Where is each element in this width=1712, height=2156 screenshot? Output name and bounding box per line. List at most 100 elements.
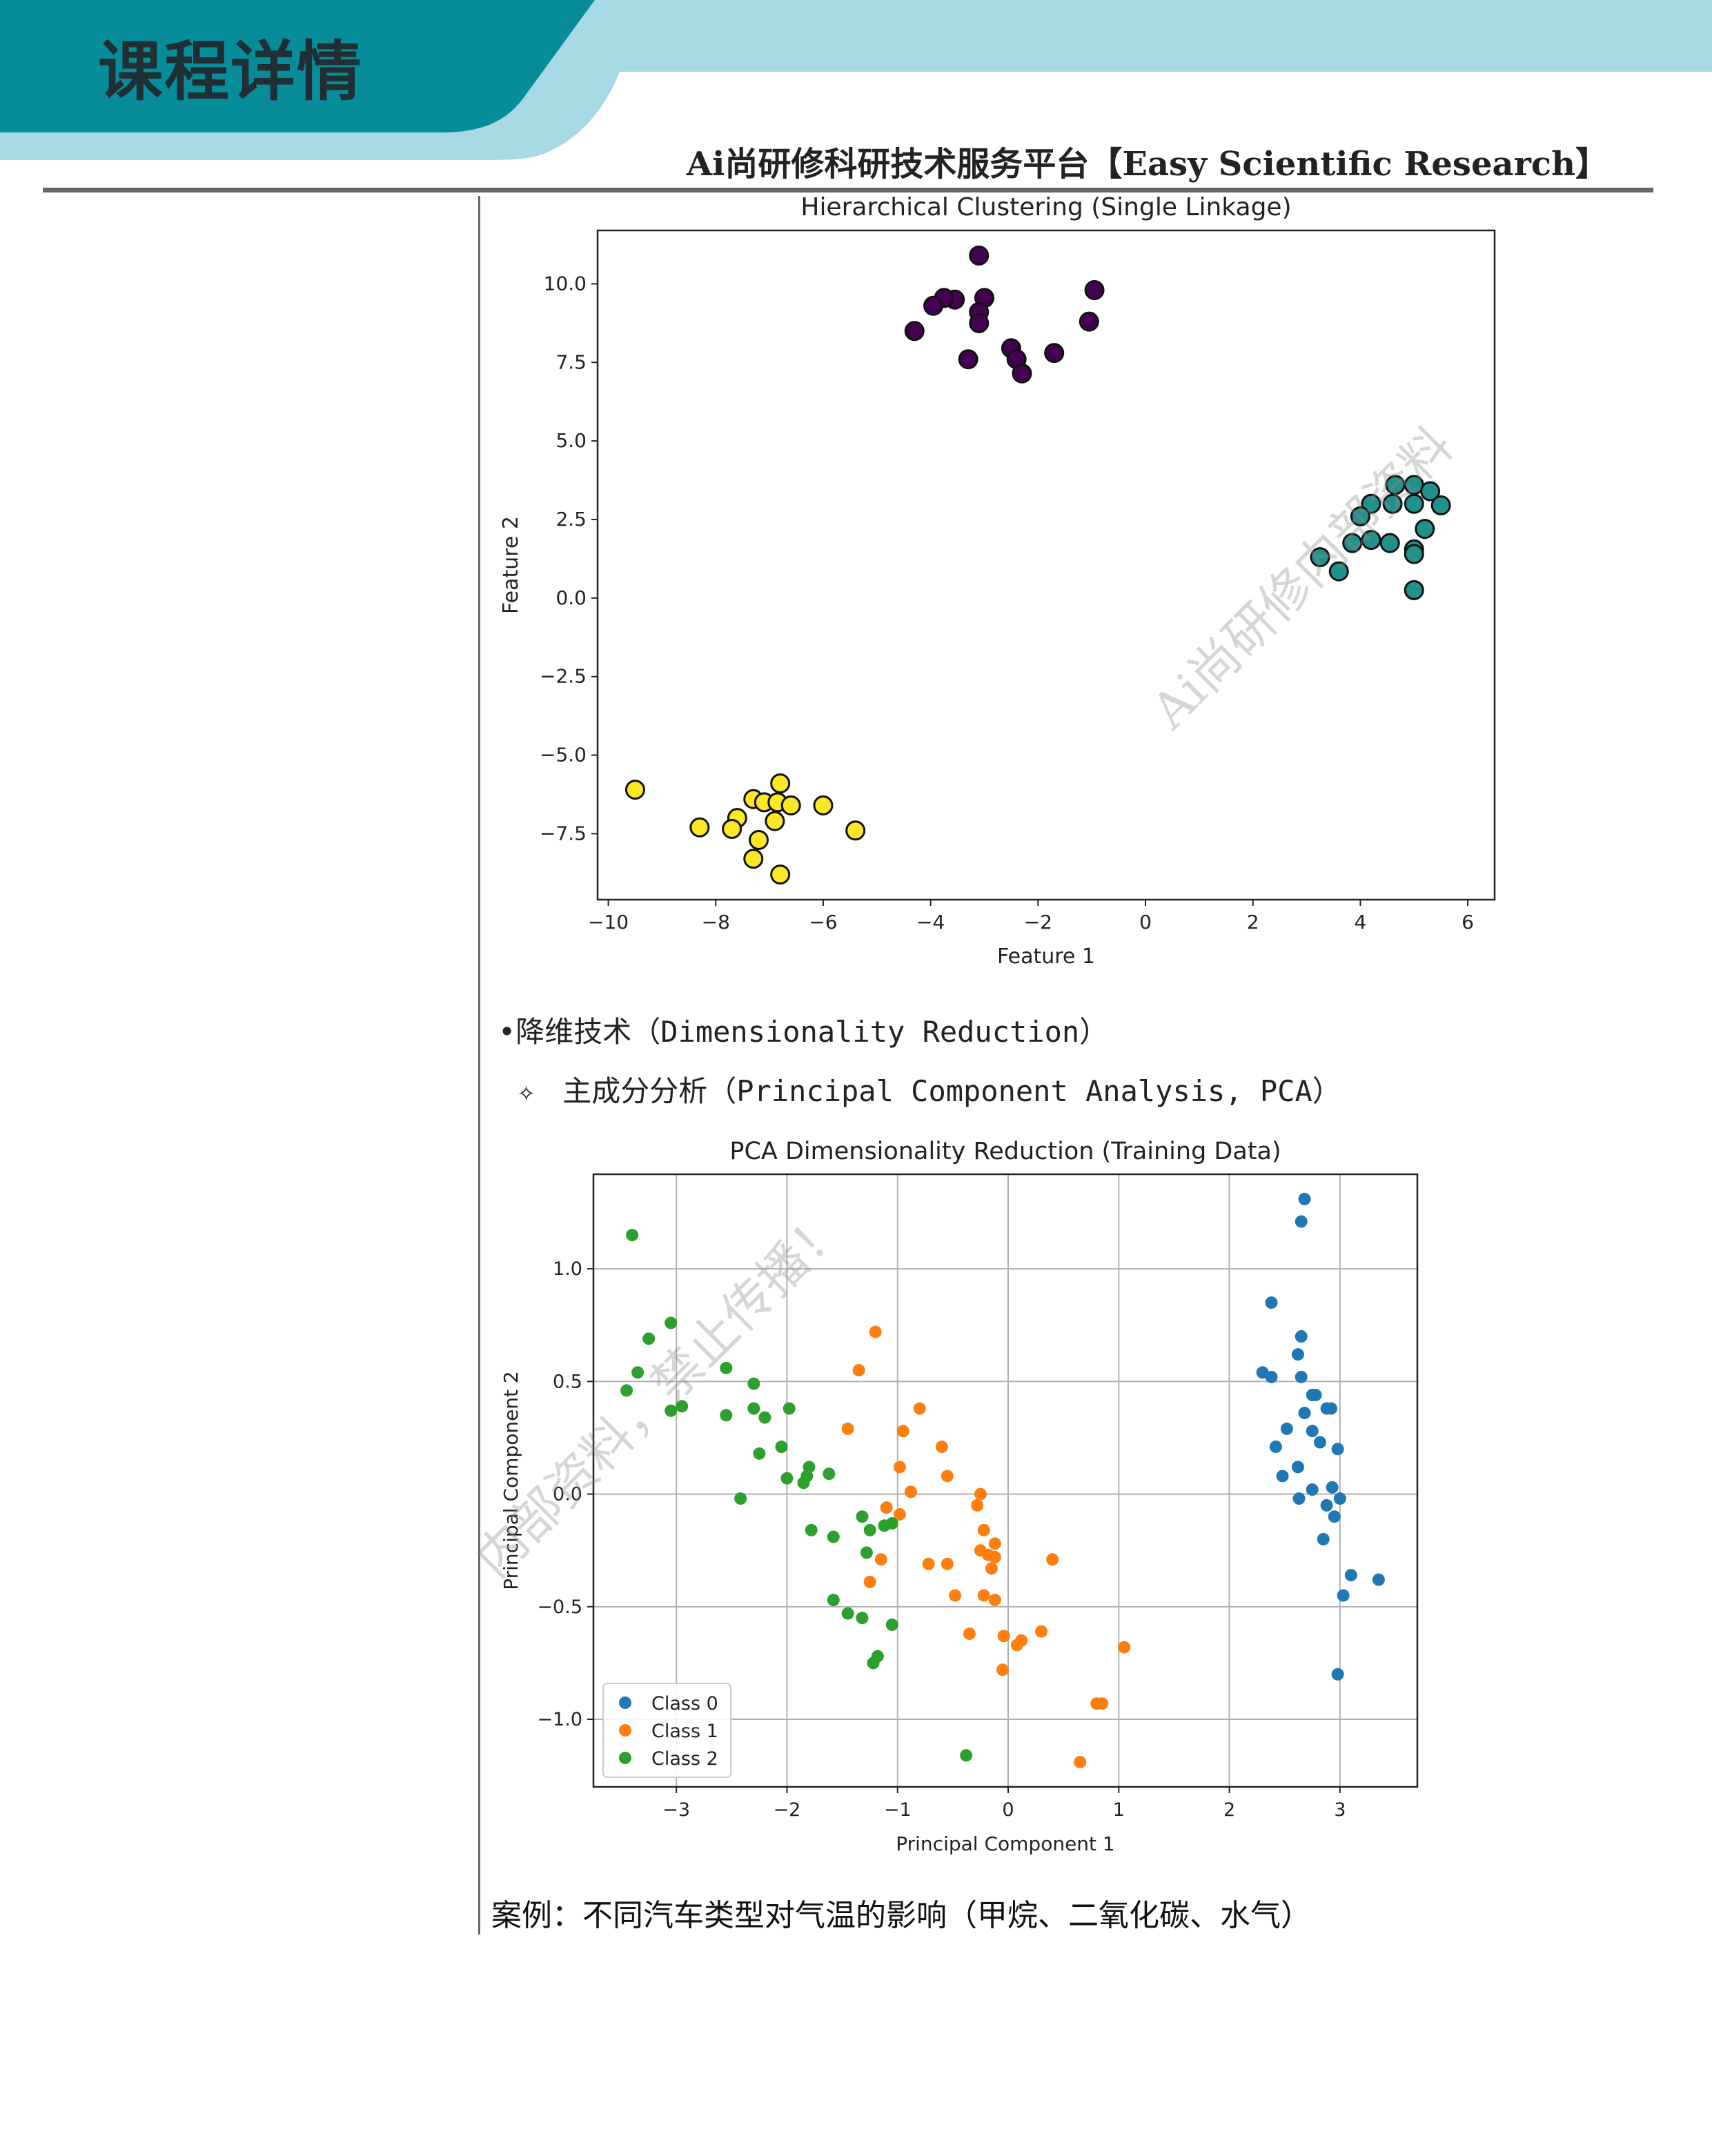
pca-legend-label: Class 1 [651, 1721, 718, 1742]
pca-point-series-2 [885, 1517, 898, 1530]
pca-point-series-1 [963, 1628, 976, 1640]
hc-xtick-label: 6 [1462, 911, 1474, 933]
hc-point-series-2 [845, 820, 866, 841]
pca-xtick-label: 0 [1002, 1799, 1014, 1821]
hc-title: Hierarchical Clustering (Single Linkage) [800, 193, 1291, 221]
pca-point-series-2 [720, 1409, 733, 1422]
pca-point-series-1 [893, 1507, 906, 1521]
pca-legend-marker [619, 1752, 631, 1764]
pca-point-series-2 [775, 1441, 788, 1454]
hc-point-series-1 [1350, 506, 1370, 526]
pca-point-series-0 [1333, 1492, 1346, 1505]
hc-point-series-2 [624, 780, 645, 800]
pca-point-series-2 [863, 1523, 876, 1536]
pca-point-series-1 [841, 1422, 854, 1435]
pca-point-series-0 [1280, 1422, 1293, 1435]
hc-point-series-2 [770, 773, 791, 794]
hc-point-series-1 [1310, 547, 1330, 568]
hc-xtick-label: −4 [916, 911, 945, 933]
pca-point-series-2 [860, 1546, 873, 1559]
hc-point-series-1 [1404, 493, 1424, 514]
hc-xtick-label: 4 [1354, 911, 1366, 933]
hc-point-series-1 [1404, 580, 1424, 600]
header-divider [43, 188, 1653, 192]
pca-point-series-1 [985, 1562, 998, 1575]
hc-xtick-label: −8 [702, 911, 730, 933]
pca-point-series-1 [1046, 1553, 1059, 1566]
pca-point-series-0 [1295, 1330, 1308, 1343]
pca-point-series-1 [869, 1325, 882, 1338]
hc-point-series-0 [923, 295, 944, 316]
pca-point-series-2 [747, 1402, 760, 1415]
hc-point-series-0 [969, 245, 990, 266]
pca-point-series-1 [996, 1663, 1009, 1677]
pca-point-series-2 [747, 1377, 760, 1390]
hc-point-series-1 [1430, 495, 1451, 515]
pca-point-series-0 [1295, 1215, 1308, 1228]
pca-point-series-1 [1074, 1756, 1087, 1769]
hc-point-series-0 [958, 349, 978, 370]
hc-ytick-label: −5.0 [540, 744, 587, 767]
pca-point-series-0 [1292, 1492, 1306, 1505]
pca-point-series-1 [874, 1553, 887, 1566]
hc-point-series-1 [1328, 561, 1349, 582]
pca-xtick-label: 2 [1223, 1799, 1235, 1821]
pca-point-series-1 [1090, 1697, 1103, 1710]
pca-point-series-0 [1320, 1499, 1333, 1512]
pca-point-series-1 [971, 1499, 984, 1512]
pca-xtick-label: 3 [1334, 1799, 1346, 1821]
pca-point-series-2 [780, 1472, 794, 1485]
pca-point-series-2 [856, 1510, 869, 1523]
hc-plot-frame [596, 229, 1496, 901]
header-subtitle: Ai尚研修科研技术服务平台【Easy Scientific Research】 [686, 145, 1608, 184]
page-title: 课程详情 [98, 34, 364, 110]
pca-point-series-2 [620, 1384, 633, 1397]
pca-point-series-0 [1291, 1348, 1304, 1361]
pca-point-series-0 [1337, 1589, 1350, 1602]
hc-xtick-label: 2 [1247, 911, 1259, 933]
hc-point-series-1 [1361, 530, 1381, 551]
pca-point-series-1 [941, 1557, 954, 1570]
hc-point-series-1 [1420, 481, 1441, 502]
pca-point-series-0 [1269, 1441, 1282, 1454]
sub-bullet-pca-label: 主成分分析（Principal Component Analysis, PCA） [562, 1074, 1341, 1108]
hc-xtick-label: −10 [588, 911, 629, 933]
header-banner [0, 0, 1712, 160]
pca-point-series-2 [856, 1612, 869, 1625]
case-caption: 案例：不同汽车类型对气温的影响（甲烷、二氧化碳、水气） [491, 1898, 1311, 1933]
pca-point-series-1 [896, 1425, 909, 1438]
pca-point-series-0 [1313, 1436, 1326, 1449]
pca-xlabel: Principal Component 1 [896, 1832, 1115, 1855]
pca-point-series-2 [805, 1523, 818, 1536]
pca-ytick-label: 1.0 [553, 1258, 582, 1280]
hc-point-series-2 [749, 829, 769, 850]
pca-point-series-1 [904, 1485, 917, 1499]
hc-xtick-label: 0 [1139, 911, 1152, 933]
hc-point-series-1 [1382, 493, 1403, 514]
pca-xtick-label: −3 [662, 1799, 690, 1821]
pca-ytick-label: −0.5 [537, 1596, 582, 1618]
pca-point-series-1 [977, 1589, 990, 1602]
pca-point-series-0 [1328, 1510, 1341, 1523]
bullet-dimensionality-reduction: •降维技术（Dimensionality Reduction） [498, 1015, 1109, 1049]
pca-point-series-1 [949, 1589, 962, 1602]
pca-point-series-0 [1298, 1407, 1311, 1420]
hc-ytick-label: 5.0 [555, 429, 587, 452]
pca-point-series-1 [893, 1461, 906, 1474]
pca-point-series-2 [631, 1366, 645, 1379]
hc-point-series-0 [1012, 363, 1032, 384]
hc-point-series-1 [1415, 519, 1435, 540]
pca-point-series-2 [665, 1404, 678, 1417]
pca-point-series-1 [935, 1441, 948, 1454]
hc-point-series-2 [770, 864, 791, 885]
pca-point-series-2 [823, 1467, 836, 1481]
pca-point-series-0 [1265, 1370, 1278, 1383]
pca-point-series-0 [1306, 1483, 1319, 1496]
pca-point-series-0 [1306, 1425, 1319, 1438]
pca-point-series-2 [827, 1594, 840, 1607]
hc-point-series-0 [969, 313, 990, 333]
hc-point-series-2 [689, 817, 710, 838]
pca-point-series-1 [852, 1364, 865, 1377]
pca-legend-marker [619, 1724, 631, 1737]
diamond-bullet-icon: ✧ [518, 1074, 535, 1108]
